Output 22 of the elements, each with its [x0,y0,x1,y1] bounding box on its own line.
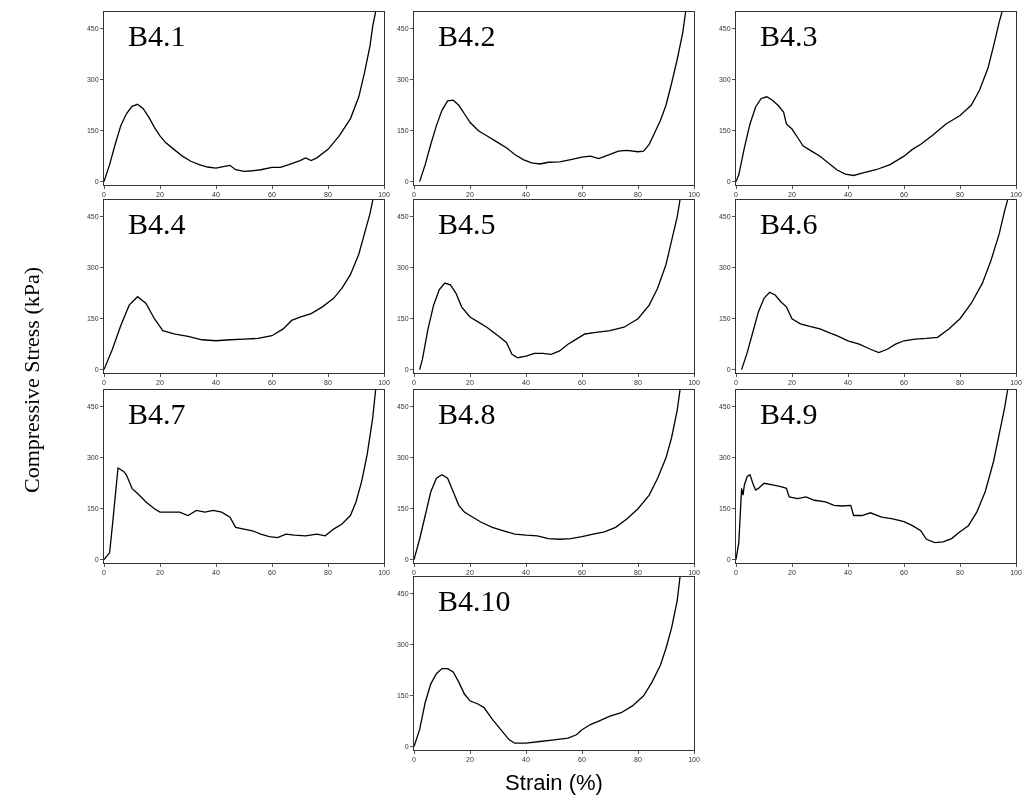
line-series [104,200,374,371]
chart-title: B4.5 [438,207,496,240]
line-series [104,390,377,561]
chart-title: B4.6 [760,207,818,240]
chart-title: B4.9 [760,397,818,430]
chart-title: B4.3 [760,19,818,52]
chart-title: B4.1 [128,19,186,52]
chart-title: B4.8 [438,397,496,430]
chart-title: B4.2 [438,19,496,52]
line-series [740,200,1009,371]
line-series [736,390,1009,561]
chart-title: B4.7 [128,397,186,430]
line-series [414,390,681,561]
x-axis-title: Strain (%) [505,770,603,796]
y-axis-title: Compressive Stress (kPa) [19,266,45,494]
line-series [414,577,681,748]
line-series [736,12,1003,183]
chart-title: B4.4 [128,207,186,240]
line-series [418,200,681,371]
line-series [104,12,377,183]
chart-title: B4.10 [438,584,511,617]
line-series [418,12,687,183]
